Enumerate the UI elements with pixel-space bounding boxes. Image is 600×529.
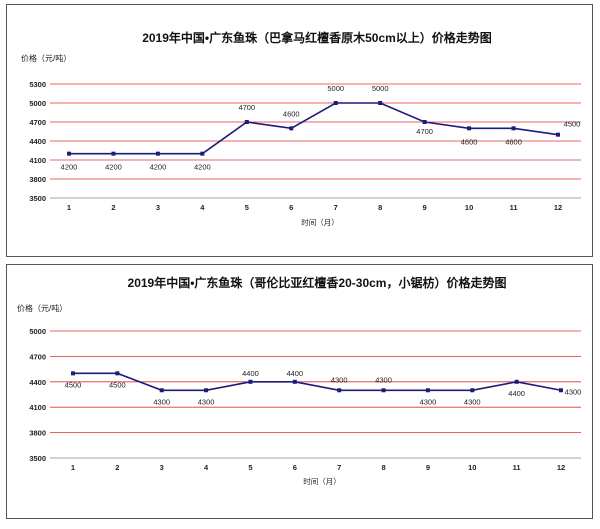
- chart-panel-rosewood-log: 2019年中国•广东鱼珠（巴拿马红檀香原木50cm以上）价格走势图 价格（元/吨…: [6, 4, 593, 257]
- data-point: [378, 101, 383, 105]
- data-label: 4700: [238, 103, 255, 112]
- chart-svg: 2019年中国•广东鱼珠（巴拿马红檀香原木50cm以上）价格走势图 价格（元/吨…: [21, 30, 581, 227]
- x-tick-label: 1: [67, 203, 71, 212]
- data-label: 4600: [461, 137, 478, 146]
- data-label: 4700: [416, 127, 433, 136]
- data-label: 4400: [242, 369, 259, 378]
- data-label: 4600: [283, 109, 300, 118]
- x-tick-label: 5: [245, 203, 249, 212]
- data-label: 4300: [464, 397, 481, 406]
- data-label: 4300: [375, 375, 392, 384]
- chart-svg: 2019年中国•广东鱼珠（哥伦比亚红檀香20-30cm，小锯枋）价格走势图 价格…: [17, 275, 581, 486]
- data-point: [289, 126, 294, 131]
- data-label: 4300: [565, 387, 582, 396]
- x-tick-label: 10: [468, 463, 476, 472]
- x-tick-label: 8: [378, 203, 382, 212]
- data-point: [292, 379, 297, 384]
- x-tick-label: 12: [557, 463, 565, 472]
- data-point: [248, 379, 253, 384]
- y-tick-label: 3500: [29, 194, 46, 203]
- x-tick-label: 12: [554, 203, 562, 212]
- x-tick-label: 9: [423, 203, 427, 212]
- data-label: 4400: [286, 369, 303, 378]
- x-tick-label: 6: [289, 203, 293, 212]
- x-tick-label: 3: [160, 463, 164, 472]
- y-tick-label: 5300: [29, 80, 46, 89]
- data-label: 4200: [61, 163, 78, 172]
- data-point: [71, 371, 75, 376]
- x-tick-label: 6: [293, 463, 297, 472]
- y-axis-label: 价格（元/吨）: [21, 53, 71, 63]
- data-label: 4500: [564, 120, 581, 129]
- data-label: 4300: [153, 397, 170, 406]
- x-tick-label: 2: [111, 203, 115, 212]
- chart-title: 2019年中国•广东鱼珠（哥伦比亚红檀香20-30cm，小锯枋）价格走势图: [128, 275, 507, 290]
- y-tick-label: 5000: [29, 327, 46, 336]
- x-tick-label: 10: [465, 203, 473, 212]
- data-point: [467, 126, 472, 131]
- x-tick-label: 4: [200, 203, 205, 212]
- x-tick-label: 11: [510, 203, 518, 212]
- data-point: [159, 388, 164, 393]
- data-label: 4200: [194, 163, 211, 172]
- data-label: 4500: [65, 380, 82, 389]
- data-point: [337, 388, 342, 393]
- data-label: 4300: [331, 375, 348, 384]
- y-tick-label: 4400: [29, 378, 46, 387]
- data-point: [381, 388, 386, 393]
- data-point: [115, 371, 120, 376]
- x-tick-label: 7: [334, 203, 338, 212]
- x-tick-label: 5: [248, 463, 252, 472]
- chart-panel-rosewood-lumber: 2019年中国•广东鱼珠（哥伦比亚红檀香20-30cm，小锯枋）价格走势图 价格…: [6, 264, 593, 519]
- x-tick-label: 3: [156, 203, 160, 212]
- x-tick-label: 8: [381, 463, 385, 472]
- data-point: [200, 151, 205, 156]
- data-point: [470, 388, 475, 393]
- data-point: [155, 151, 160, 156]
- y-axis-label: 价格（元/吨）: [17, 303, 67, 313]
- y-tick-label: 4400: [29, 137, 46, 146]
- x-tick-label: 4: [204, 463, 209, 472]
- data-point: [422, 120, 427, 124]
- series-line: [73, 372, 562, 392]
- y-tick-label: 3800: [29, 175, 46, 184]
- data-point: [514, 379, 519, 384]
- y-tick-label: 4100: [29, 403, 46, 412]
- x-tick-label: 2: [115, 463, 119, 472]
- data-label: 5000: [372, 84, 389, 93]
- data-label: 4300: [420, 397, 437, 406]
- y-tick-label: 3500: [29, 454, 46, 463]
- data-point: [67, 151, 71, 156]
- x-tick-label: 7: [337, 463, 341, 472]
- data-label: 4200: [105, 163, 122, 172]
- data-point: [204, 388, 209, 393]
- x-tick-label: 9: [426, 463, 430, 472]
- data-point: [425, 388, 430, 393]
- data-point: [244, 120, 249, 124]
- data-point: [333, 101, 338, 105]
- data-label: 4300: [198, 397, 215, 406]
- x-axis-label: 时间（月）: [301, 217, 339, 227]
- data-label: 5000: [327, 84, 344, 93]
- data-point: [111, 151, 116, 156]
- x-axis-label: 时间（月）: [303, 476, 341, 486]
- data-label: 4400: [508, 389, 525, 398]
- chart-title: 2019年中国•广东鱼珠（巴拿马红檀香原木50cm以上）价格走势图: [142, 30, 492, 45]
- y-tick-label: 4700: [29, 118, 46, 127]
- x-tick-label: 11: [513, 463, 521, 472]
- data-point: [559, 388, 563, 393]
- series-line: [69, 102, 559, 155]
- y-tick-label: 4100: [29, 156, 46, 165]
- data-label: 4500: [109, 380, 126, 389]
- data-point: [511, 126, 516, 131]
- data-point: [556, 132, 560, 137]
- y-tick-label: 4700: [29, 352, 46, 361]
- y-tick-label: 3800: [29, 429, 46, 438]
- y-tick-label: 5000: [29, 99, 46, 108]
- data-label: 4200: [150, 163, 167, 172]
- data-label: 4600: [505, 137, 522, 146]
- x-tick-label: 1: [71, 463, 75, 472]
